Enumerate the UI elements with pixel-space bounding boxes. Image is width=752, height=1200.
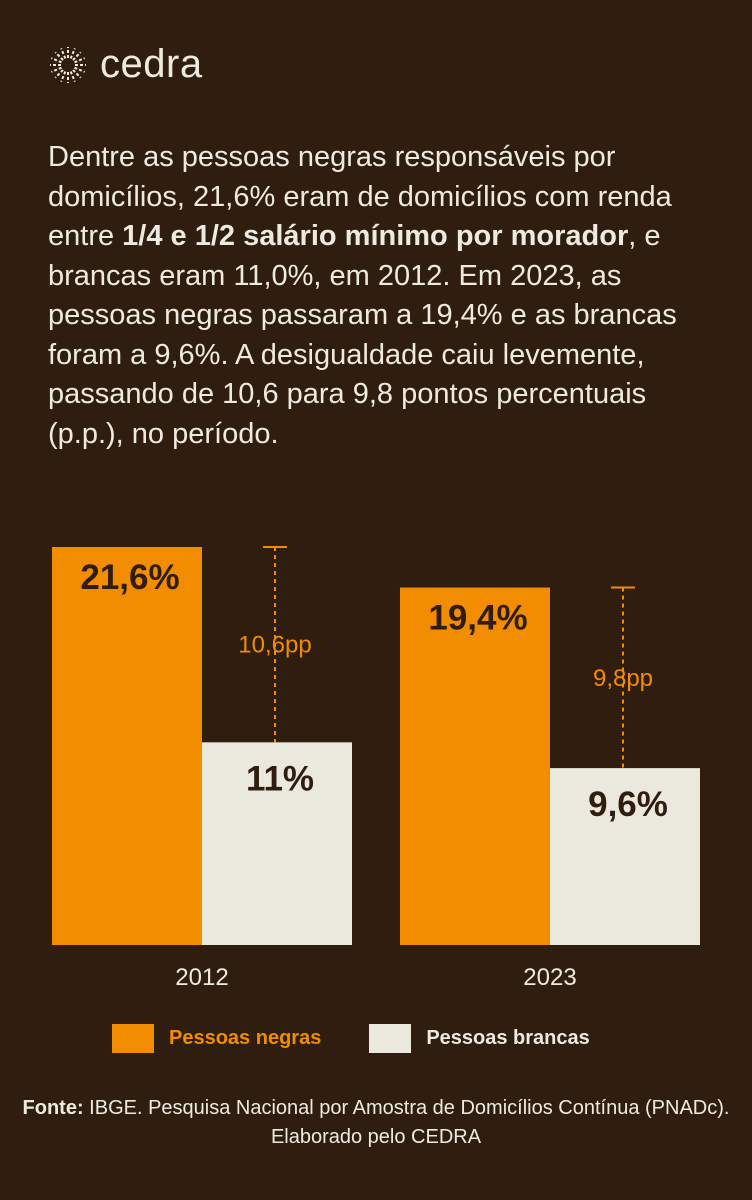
intro-text-part1: Dentre as pessoas negras responsáveis po… [48, 141, 672, 252]
bar-brancas-2012 [202, 742, 352, 945]
brand-logo: cedra [48, 42, 203, 87]
intro-text-bold: 1/4 e 1/2 salário mínimo por morador [122, 220, 629, 252]
sunburst-ray [72, 68, 82, 78]
intro-text-part2: , e brancas eram 11,0%, em 2012. Em 2023… [48, 220, 677, 450]
value-label-brancas-2012: 11% [246, 759, 314, 798]
legend-swatch-brancas [369, 1024, 412, 1053]
sunburst-ray [74, 56, 86, 63]
gap-label-2023: 9,8pp [593, 665, 653, 692]
legend-label-brancas: Pessoas brancas [426, 1027, 590, 1049]
sunburst-ray [54, 51, 64, 61]
chart-legend: Pessoas negras Pessoas brancas [112, 1024, 638, 1053]
sunburst-ray [69, 47, 76, 59]
value-label-negras-2023: 19,4% [428, 599, 527, 638]
value-label-brancas-2023: 9,6% [588, 785, 668, 824]
bar-negras-2012 [52, 547, 202, 945]
sunburst-ray [54, 68, 64, 78]
source-label: Fonte: [22, 1097, 84, 1119]
sunburst-ray [60, 70, 67, 82]
brand-name: cedra [100, 42, 203, 86]
bar-brancas-2023 [550, 768, 700, 945]
gap-label-2012: 10,6pp [238, 632, 311, 659]
category-label-2012: 2012 [175, 964, 228, 991]
legend-label-negras: Pessoas negras [169, 1027, 322, 1049]
source-text: IBGE. Pesquisa Nacional por Amostra de D… [83, 1097, 730, 1148]
legend-swatch-negras [112, 1024, 154, 1053]
bar-chart: 21,6% 11% 10,6pp 2012 19,4% 9,6% 9,8pp 2023 [52, 546, 700, 991]
intro-paragraph: Dentre as pessoas negras responsáveis po… [48, 138, 708, 454]
sunburst-ray [69, 70, 76, 82]
bar-negras-2023 [400, 587, 550, 945]
sunburst-ray [50, 56, 62, 63]
legend-item-brancas: Pessoas brancas [369, 1024, 590, 1053]
sunburst-ray [72, 51, 82, 61]
sunburst-ray [74, 66, 86, 73]
sunburst-ray [50, 66, 62, 73]
value-label-negras-2012: 21,6% [80, 558, 179, 597]
legend-item-negras: Pessoas negras [112, 1024, 321, 1053]
category-label-2023: 2023 [523, 964, 576, 991]
sunburst-ray [60, 47, 67, 59]
sunburst-icon [50, 46, 86, 83]
source-note: Fonte: IBGE. Pesquisa Nacional por Amost… [0, 1094, 752, 1152]
